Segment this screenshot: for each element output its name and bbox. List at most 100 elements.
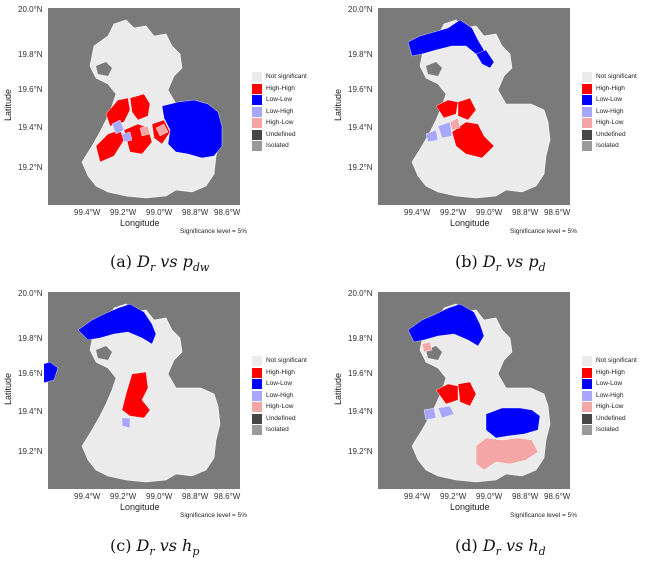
caption-part: d bbox=[538, 261, 546, 275]
choropleth-map bbox=[81, 19, 223, 199]
caption-part: (b) bbox=[455, 252, 483, 271]
lat-tick-label: 20.0°N bbox=[348, 289, 373, 298]
lon-tick-label: 98.8°W bbox=[512, 492, 539, 501]
legend-label: Low-High bbox=[266, 391, 294, 399]
legend-label: Not significant bbox=[266, 357, 307, 364]
region-cluster-6 bbox=[121, 131, 133, 143]
lon-tick-label: 98.6°W bbox=[214, 208, 241, 217]
lon-tick-label: 98.8°W bbox=[182, 492, 209, 501]
map-legend: Not significant High-High Low-Low Low-High H… bbox=[252, 356, 322, 436]
legend-label: Isolated bbox=[266, 426, 289, 433]
choropleth-map bbox=[44, 303, 221, 483]
significance-note: Significance level = 5% bbox=[510, 512, 578, 519]
lat-tick-label: 19.6°N bbox=[348, 85, 373, 94]
region-cluster-4 bbox=[451, 121, 495, 159]
region-cluster-2 bbox=[435, 99, 459, 119]
map-panel-b: 20.0°N 19.8°N 19.6°N 19.4°N 19.2°N 99.4°W 99.2… bbox=[330, 0, 650, 280]
legend-swatch bbox=[252, 413, 262, 424]
panel-caption: (c) Dr vs hp bbox=[110, 536, 199, 558]
lat-tick-label: 19.4°N bbox=[18, 407, 43, 416]
lon-tick-label: 99.2°W bbox=[440, 492, 467, 501]
legend-label: High-High bbox=[266, 84, 295, 92]
region-cluster-5 bbox=[437, 121, 453, 139]
legend-swatch bbox=[252, 106, 262, 117]
caption-part: h bbox=[182, 536, 193, 555]
legend-swatch bbox=[582, 356, 592, 366]
significance-note: Significance level = 5% bbox=[180, 512, 248, 519]
lat-tick-label: 19.2°N bbox=[18, 447, 43, 456]
legend-label: Undefined bbox=[596, 130, 626, 138]
region-cluster-5 bbox=[423, 407, 437, 421]
map-legend: Not significant High-High Low-Low Low-High H… bbox=[252, 72, 322, 152]
caption-part: vs bbox=[500, 536, 529, 555]
y-axis-title: Latitude bbox=[333, 372, 344, 406]
legend-swatch bbox=[252, 118, 262, 128]
lon-tick-label: 99.2°W bbox=[110, 208, 137, 217]
legend-swatch bbox=[252, 425, 262, 435]
legend-label: High-Low bbox=[596, 403, 624, 410]
legend-label: Low-Low bbox=[266, 380, 293, 387]
region-not-significant bbox=[411, 303, 551, 483]
caption-part: p bbox=[528, 252, 539, 271]
caption-part: vs bbox=[500, 252, 529, 271]
region-cluster-0 bbox=[407, 303, 485, 347]
legend-swatch bbox=[582, 367, 592, 378]
caption-part: vs bbox=[155, 252, 183, 271]
map-panel-d: 20.0°N 19.8°N 19.6°N 19.4°N 19.2°N 99.4°W 99.2… bbox=[330, 284, 650, 564]
legend-swatch bbox=[252, 379, 262, 389]
lon-tick-label: 98.6°W bbox=[544, 492, 571, 501]
lat-tick-label: 19.2°N bbox=[348, 163, 373, 172]
lon-tick-label: 99.4°W bbox=[74, 208, 101, 217]
caption-part: (c) bbox=[110, 536, 137, 555]
panel-caption: (a) Dr vs pdw bbox=[110, 252, 209, 274]
y-axis-title: Latitude bbox=[3, 372, 14, 406]
legend-label: Low-Low bbox=[266, 96, 293, 103]
legend-label: Low-Low bbox=[596, 96, 623, 103]
lat-tick-label: 19.8°N bbox=[348, 334, 373, 343]
legend-swatch bbox=[582, 141, 592, 151]
lon-tick-label: 99.2°W bbox=[440, 208, 467, 217]
lon-tick-label: 99.4°W bbox=[404, 208, 431, 217]
caption-part: D bbox=[137, 252, 150, 271]
region-cluster-8 bbox=[155, 123, 169, 137]
legend-swatch bbox=[582, 106, 592, 117]
legend-swatch bbox=[252, 95, 262, 105]
lat-tick-label: 19.8°N bbox=[18, 334, 43, 343]
region-not-significant bbox=[411, 19, 551, 199]
legend-label: Isolated bbox=[596, 426, 619, 433]
region-cluster-3 bbox=[457, 97, 477, 121]
region-cluster-1 bbox=[421, 341, 433, 353]
lon-tick-label: 98.8°W bbox=[182, 208, 209, 217]
choropleth-map bbox=[407, 303, 551, 483]
lat-tick-label: 19.2°N bbox=[348, 447, 373, 456]
region-cluster-4 bbox=[437, 405, 455, 419]
lat-tick-label: 19.6°N bbox=[18, 369, 43, 378]
map-panel-c: 20.0°N 19.8°N 19.6°N 19.4°N 19.2°N 99.4°W 99.2… bbox=[0, 284, 320, 564]
outside-area bbox=[426, 62, 442, 76]
legend-swatch bbox=[582, 72, 592, 82]
lat-tick-label: 19.6°N bbox=[348, 369, 373, 378]
lon-tick-label: 99.0°W bbox=[146, 208, 173, 217]
x-axis-title: Longitude bbox=[120, 218, 160, 228]
lat-tick-label: 20.0°N bbox=[348, 5, 373, 14]
lon-tick-label: 98.8°W bbox=[512, 208, 539, 217]
panel-caption: (d) Dr vs hd bbox=[455, 536, 546, 558]
panel-caption: (b) Dr vs pd bbox=[455, 252, 546, 274]
map-panel-a: 20.0°N 19.8°N 19.6°N 19.4°N 19.2°N 99.4°W 99.2… bbox=[0, 0, 320, 280]
lat-tick-label: 20.0°N bbox=[18, 289, 43, 298]
caption-part: dw bbox=[192, 261, 210, 275]
outside-area bbox=[96, 346, 112, 360]
significance-note: Significance level = 5% bbox=[510, 228, 578, 235]
lat-tick-label: 19.8°N bbox=[18, 50, 43, 59]
legend-label: Undefined bbox=[596, 414, 626, 422]
region-cluster-7 bbox=[449, 117, 461, 131]
legend-swatch bbox=[582, 425, 592, 435]
lat-tick-label: 19.4°N bbox=[18, 123, 43, 132]
legend-swatch bbox=[252, 129, 262, 140]
caption-part: (a) bbox=[110, 252, 138, 271]
region-cluster-0 bbox=[105, 97, 131, 127]
lon-tick-label: 99.2°W bbox=[110, 492, 137, 501]
lon-tick-label: 99.4°W bbox=[404, 492, 431, 501]
caption-part: r bbox=[149, 545, 155, 559]
caption-part: vs bbox=[154, 536, 183, 555]
